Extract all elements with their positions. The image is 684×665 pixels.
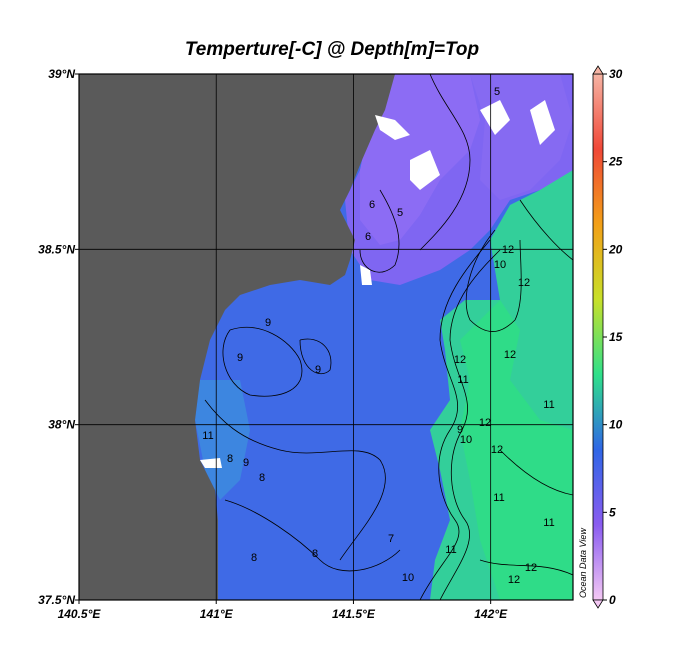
contour-label: 12 xyxy=(479,417,491,429)
contour-label: 8 xyxy=(259,472,265,484)
contour-label: 8 xyxy=(251,552,257,564)
contour-label: 9 xyxy=(243,457,249,469)
x-tick-label: 140.5°E xyxy=(58,607,102,621)
contour-label: 7 xyxy=(388,533,394,545)
contour-label: 9 xyxy=(457,424,463,436)
y-tick-label: 38°N xyxy=(48,418,75,432)
contours xyxy=(204,74,573,600)
warm-water xyxy=(460,300,573,600)
colorbar-cap xyxy=(592,65,604,75)
contour-label: 11 xyxy=(202,430,213,442)
contour-label: 12 xyxy=(502,244,514,256)
contour-label: 11 xyxy=(493,492,504,504)
colorbar-tick-label: 15 xyxy=(609,330,623,344)
contour-label: 9 xyxy=(265,317,271,329)
contour-label: 6 xyxy=(365,231,371,243)
contour-label: 12 xyxy=(491,444,503,456)
contour-label: 11 xyxy=(445,544,456,556)
x-tick-label: 141°E xyxy=(200,607,234,621)
contour-label: 12 xyxy=(504,349,516,361)
contour-label: 11 xyxy=(543,517,554,529)
contour-label: 10 xyxy=(494,259,506,271)
contour-label: 8 xyxy=(227,453,233,465)
colorbar-tick-label: 0 xyxy=(609,593,616,607)
contour-label: 12 xyxy=(525,562,537,574)
contour-label: 6 xyxy=(369,199,375,211)
contour-label: 10 xyxy=(460,434,472,446)
y-tick-label: 39°N xyxy=(48,67,75,81)
watermark: Ocean Data View xyxy=(578,528,588,598)
coastal-water xyxy=(195,380,250,500)
colorbar-tick-label: 5 xyxy=(609,505,616,519)
contour-label: 8 xyxy=(312,548,318,560)
contour-label: 5 xyxy=(494,86,500,98)
contour-label: 12 xyxy=(454,354,466,366)
contour-label: 11 xyxy=(543,399,554,411)
colorbar-tick-label: 25 xyxy=(608,155,623,169)
y-tick-label: 38.5°N xyxy=(38,242,75,256)
colorbar-tick-label: 30 xyxy=(609,67,623,81)
map-area xyxy=(79,74,573,600)
colorbar xyxy=(592,73,604,601)
colorbar-cap xyxy=(592,599,604,609)
contour-label: 12 xyxy=(508,574,520,586)
contour-label: 9 xyxy=(237,352,243,364)
colorbar-tick-label: 20 xyxy=(608,242,623,256)
contour-label: 9 xyxy=(315,364,321,376)
contour-label: 12 xyxy=(518,277,530,289)
contour-label: 10 xyxy=(402,572,414,584)
y-tick-label: 37.5°N xyxy=(38,593,75,607)
land xyxy=(79,74,395,600)
colorbar-tick-label: 10 xyxy=(609,418,623,432)
x-tick-label: 142°E xyxy=(474,607,508,621)
chart-title: Temperture[-C] @ Depth[m]=Top xyxy=(185,39,479,60)
contour-label: 5 xyxy=(397,207,403,219)
x-tick-label: 141.5°E xyxy=(332,607,376,621)
contour-label: 11 xyxy=(457,374,468,386)
